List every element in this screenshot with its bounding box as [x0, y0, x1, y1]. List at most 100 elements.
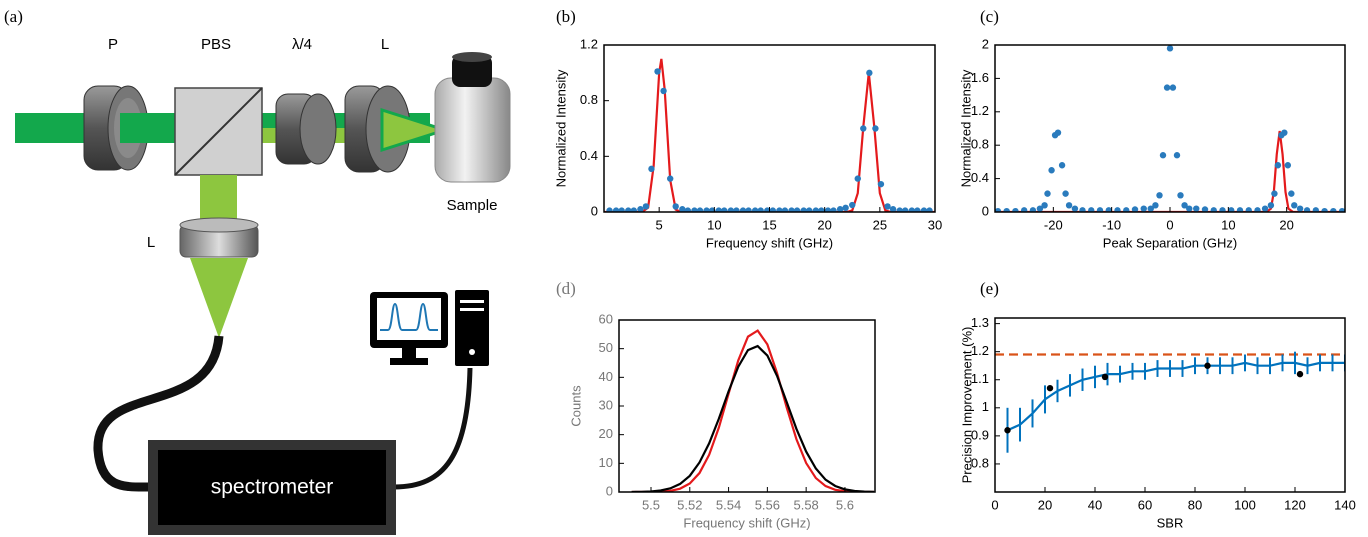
- data-point: [1065, 202, 1073, 209]
- data-point: [1261, 205, 1269, 212]
- x-tick-label: 15: [762, 217, 776, 232]
- x-tick-label: 40: [1088, 497, 1102, 512]
- data-point: [877, 180, 885, 188]
- data-line: [1007, 361, 1345, 432]
- component-label: Sample: [447, 197, 498, 214]
- data-point: [1048, 167, 1055, 174]
- data-point: [818, 207, 825, 212]
- y-tick-label: 1.3: [971, 315, 989, 330]
- plot-frame: [994, 44, 1346, 213]
- data-point: [1079, 207, 1086, 212]
- data-point: [637, 206, 644, 212]
- data-point: [1071, 205, 1079, 212]
- y-tick-label: 1.2: [971, 103, 989, 118]
- component-label: L: [147, 234, 155, 251]
- y-tick-label: 0.9: [971, 427, 989, 442]
- data-point: [667, 175, 674, 182]
- data-point: [1296, 370, 1304, 378]
- lens-top: [344, 85, 450, 173]
- x-tick-label: 120: [1284, 497, 1306, 512]
- x-tick-label: 20: [1279, 217, 1293, 232]
- data-point: [739, 207, 747, 212]
- y-tick-label: 0.8: [971, 137, 989, 152]
- y-tick-label: 10: [599, 455, 613, 470]
- data-point: [630, 207, 637, 212]
- data-point: [1004, 427, 1011, 434]
- x-tick-label: 25: [873, 217, 887, 232]
- x-axis-label: Frequency shift (GHz): [706, 235, 833, 250]
- plot-frame: [618, 319, 876, 493]
- x-tick-label: 0: [991, 497, 998, 512]
- data-point: [1201, 206, 1209, 212]
- data-point: [745, 207, 752, 212]
- x-tick-label: 0: [1166, 217, 1173, 232]
- data-point: [1114, 207, 1121, 212]
- spectrometer-box: [148, 440, 396, 535]
- data-point: [757, 207, 764, 212]
- panel-label: (c): [980, 7, 999, 26]
- data-point: [715, 207, 722, 212]
- x-tick-label: 140: [1334, 497, 1356, 512]
- data-point: [1219, 207, 1226, 212]
- y-tick-label: 0.4: [971, 170, 989, 185]
- x-tick-label: 80: [1188, 497, 1202, 512]
- data-point: [849, 201, 856, 209]
- data-point: [1177, 192, 1184, 199]
- data-point: [806, 207, 813, 212]
- data-point: [836, 206, 844, 212]
- data-point: [1284, 162, 1292, 169]
- data-point: [1058, 162, 1066, 169]
- y-tick-label: 1.6: [971, 70, 989, 85]
- data-point: [902, 207, 909, 212]
- data-point: [1101, 373, 1109, 381]
- data-line: [631, 344, 875, 492]
- data-point: [612, 207, 620, 212]
- data-point: [1046, 384, 1054, 392]
- x-tick-label: 5.56: [755, 497, 780, 512]
- y-tick-label: 0: [606, 483, 613, 498]
- data-point: [842, 204, 849, 212]
- data-point: [1173, 152, 1181, 159]
- y-tick-label: 1.1: [971, 371, 989, 386]
- data-point: [1147, 205, 1154, 212]
- data-point: [1163, 84, 1171, 91]
- data-point: [1054, 129, 1062, 136]
- chart-panel: (b) Frequency shift (GHz) Normalized Inten…: [553, 7, 942, 251]
- data-point: [1096, 207, 1104, 212]
- data-point: [1166, 45, 1174, 52]
- computer: [370, 290, 489, 366]
- y-tick-label: 50: [599, 340, 613, 355]
- data-point: [642, 203, 650, 210]
- data-point: [1181, 202, 1188, 209]
- plot-area: [604, 58, 935, 212]
- y-tick-label: 30: [599, 397, 613, 412]
- data-point: [1131, 206, 1139, 212]
- data-point: [776, 207, 783, 212]
- data-point: [995, 207, 1002, 212]
- y-tick-label: 0.8: [580, 92, 598, 107]
- x-tick-label: 5.5: [642, 497, 660, 512]
- data-point: [1012, 207, 1019, 212]
- sample-bottle: [434, 52, 511, 183]
- data-point: [1186, 205, 1193, 212]
- data-point: [1291, 202, 1298, 209]
- x-tick-label: 100: [1234, 497, 1256, 512]
- x-tick-label: -10: [1102, 217, 1121, 232]
- data-point: [1105, 207, 1112, 212]
- data-point: [648, 165, 655, 173]
- x-tick-label: 5.54: [716, 497, 741, 512]
- x-tick-label: 30: [928, 217, 942, 232]
- data-point: [1041, 202, 1048, 209]
- data-point: [684, 207, 692, 212]
- data-point: [1254, 207, 1261, 212]
- data-point: [1156, 192, 1163, 199]
- data-point: [1338, 207, 1345, 212]
- y-tick-label: 60: [599, 311, 613, 326]
- data-point: [1245, 207, 1252, 212]
- data-point: [1303, 207, 1311, 212]
- x-axis-label: SBR: [1157, 515, 1184, 530]
- data-point: [1029, 207, 1037, 212]
- data-point: [889, 206, 897, 212]
- data-point: [708, 207, 716, 212]
- data-line: [604, 58, 935, 212]
